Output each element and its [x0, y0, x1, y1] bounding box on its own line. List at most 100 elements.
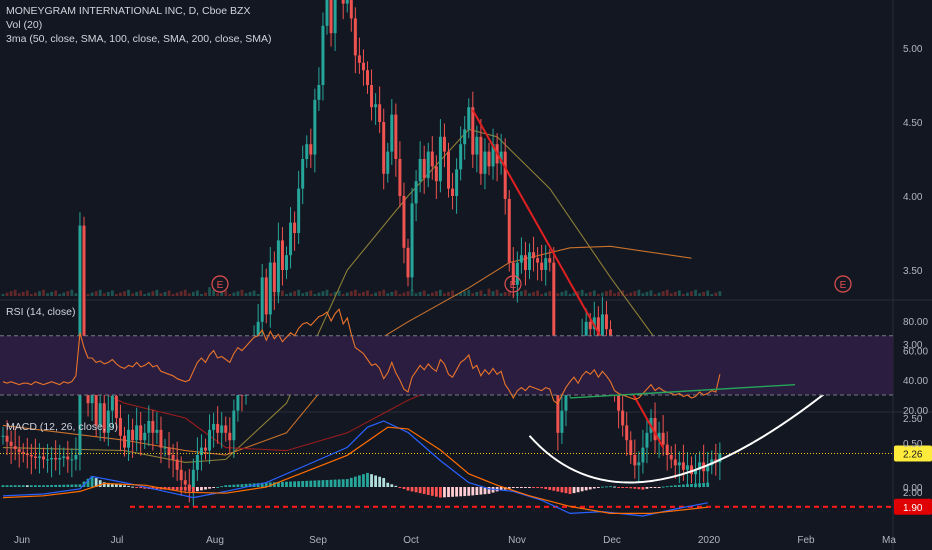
volume-bar: [29, 294, 33, 296]
candle-body: [179, 469, 183, 481]
macd-histogram-bar: [216, 486, 220, 488]
rsi-legend[interactable]: RSI (14, close): [6, 306, 76, 318]
volume-legend[interactable]: Vol (20): [6, 19, 43, 31]
candle-body: [548, 258, 552, 263]
ma-legend[interactable]: 3ma (50, close, SMA, 100, close, SMA, 20…: [6, 33, 272, 45]
volume-bar: [682, 294, 685, 296]
volume-bar: [102, 293, 106, 296]
macd-histogram-bar: [171, 487, 175, 490]
volume-bar: [580, 289, 584, 296]
candle-body: [487, 151, 491, 167]
macd-histogram-bar: [418, 487, 422, 494]
volume-bar: [127, 289, 130, 296]
macd-histogram-bar: [410, 487, 414, 492]
candle-body: [272, 262, 276, 293]
macd-histogram-bar: [38, 485, 41, 487]
volume-bar: [588, 291, 592, 296]
macd-legend[interactable]: MACD (12, 26, close, 9): [6, 421, 119, 433]
candle-body: [515, 262, 519, 285]
macd-histogram-bar: [196, 487, 199, 492]
candle-body: [657, 432, 661, 441]
candle-body: [285, 255, 288, 270]
volume-bar: [58, 294, 62, 296]
macd-histogram-bar: [321, 480, 325, 487]
volume-bar: [394, 290, 398, 296]
macd-histogram-bar: [592, 487, 596, 489]
earnings-marker: [211, 275, 229, 293]
candle-body: [139, 425, 143, 441]
macd-histogram-bar: [236, 484, 240, 487]
volume-bar: [143, 294, 147, 296]
price-tick-label: 4.50: [903, 118, 923, 129]
rsi-pane[interactable]: [0, 308, 893, 405]
candle-body: [503, 151, 507, 199]
macd-histogram-bar: [54, 484, 58, 487]
volume-bar: [232, 292, 236, 296]
volume-bar: [345, 292, 349, 296]
macd-histogram-bar: [232, 484, 236, 487]
macd-histogram-bar: [297, 481, 301, 487]
macd-histogram-bar: [596, 487, 600, 488]
volume-bar: [110, 290, 114, 296]
volume-bar: [430, 292, 434, 296]
macd-histogram-bar: [694, 483, 697, 487]
volume-bar: [333, 291, 337, 296]
macd-histogram-bar: [115, 484, 118, 487]
candle-body: [256, 321, 260, 337]
candle-body: [313, 99, 317, 155]
candle-body: [195, 455, 199, 470]
volume-bar: [382, 289, 386, 296]
candle-body: [588, 321, 592, 330]
volume-bar: [536, 290, 539, 296]
macd-histogram-bar: [487, 487, 491, 494]
volume-bar: [50, 291, 53, 296]
macd-pane[interactable]: [1, 420, 710, 517]
volume-bar: [62, 292, 66, 296]
candle-body: [17, 449, 21, 453]
candle-body: [37, 456, 41, 458]
macd-histogram-bar: [135, 487, 139, 488]
volume-bar: [443, 293, 446, 296]
candle-body: [232, 410, 236, 441]
volume-bar: [426, 294, 430, 296]
macd-histogram-bar: [414, 487, 418, 493]
earnings-marker: [504, 275, 522, 293]
macd-histogram-bar: [17, 485, 21, 487]
candle-body: [317, 85, 321, 100]
volume-bar: [503, 291, 507, 296]
support-tag: [894, 498, 932, 515]
volume-bar: [390, 291, 394, 296]
price-tick-label: 2.00: [903, 488, 923, 499]
candle-body: [540, 262, 544, 270]
candle-body: [114, 395, 118, 418]
candle-body: [147, 420, 151, 433]
volume-bar: [398, 294, 402, 296]
volume-bar: [34, 292, 37, 296]
macd-histogram-bar: [46, 485, 49, 487]
candle-body: [483, 151, 487, 174]
volume-bar: [70, 289, 74, 296]
macd-histogram-bar: [382, 478, 386, 487]
macd-histogram-bar: [110, 483, 114, 487]
macd-histogram-bar: [200, 487, 203, 491]
candle-body: [370, 85, 374, 108]
volume-bar: [532, 291, 535, 296]
volume-bar: [467, 289, 471, 296]
rounding-bottom-arc: [528, 350, 876, 484]
volume-bar: [524, 289, 527, 296]
candle-body: [163, 447, 167, 449]
macd-histogram-bar: [333, 479, 337, 487]
volume-bar: [584, 293, 588, 296]
macd-histogram-bar: [568, 487, 572, 495]
candle-body: [127, 429, 131, 448]
macd-histogram-bar: [677, 484, 681, 487]
candle-body: [135, 425, 139, 441]
candle-body: [159, 429, 163, 448]
volume-bar: [5, 292, 9, 296]
rsi-trendline: [569, 383, 796, 399]
macd-histogram-bar: [204, 487, 207, 490]
symbol-legend[interactable]: MONEYGRAM INTERNATIONAL INC, D, Cboe BZX: [6, 5, 251, 17]
candle-body: [528, 252, 531, 270]
candle-body: [353, 18, 357, 56]
